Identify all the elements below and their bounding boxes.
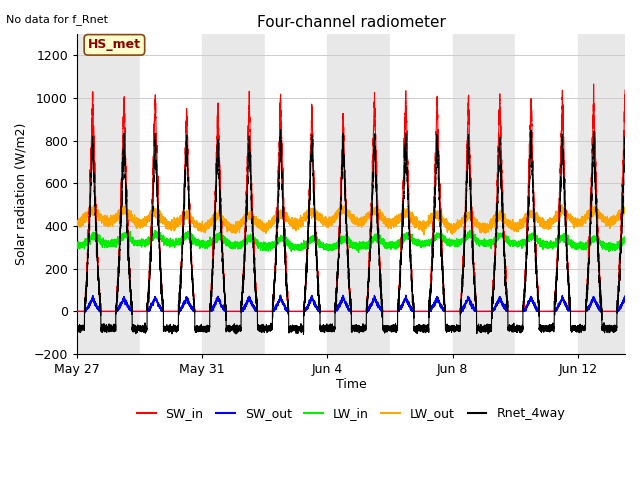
Bar xyxy=(515,34,578,354)
Bar xyxy=(140,34,202,354)
Bar xyxy=(77,34,140,354)
Bar xyxy=(390,34,452,354)
Y-axis label: Solar radiation (W/m2): Solar radiation (W/m2) xyxy=(15,123,28,265)
Bar xyxy=(202,34,265,354)
X-axis label: Time: Time xyxy=(335,377,366,391)
Legend: SW_in, SW_out, LW_in, LW_out, Rnet_4way: SW_in, SW_out, LW_in, LW_out, Rnet_4way xyxy=(132,402,570,425)
Title: Four-channel radiometer: Four-channel radiometer xyxy=(257,15,445,30)
Text: No data for f_Rnet: No data for f_Rnet xyxy=(6,14,108,25)
Text: HS_met: HS_met xyxy=(88,38,141,51)
Bar xyxy=(328,34,390,354)
Bar xyxy=(452,34,515,354)
Bar xyxy=(578,34,640,354)
Bar xyxy=(265,34,328,354)
